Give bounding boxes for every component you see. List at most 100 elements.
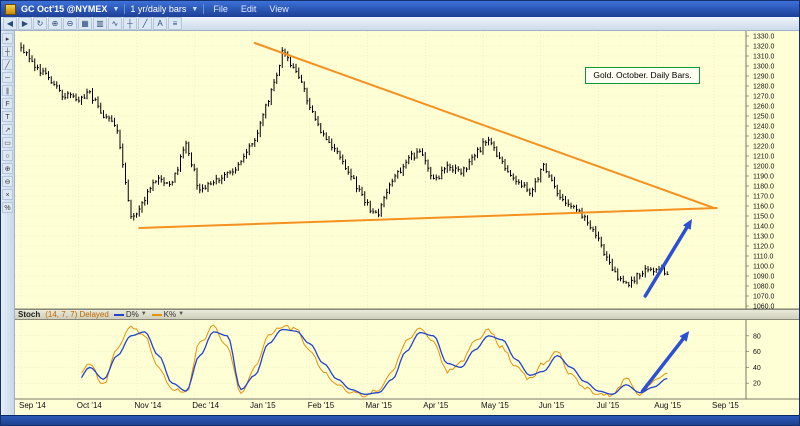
price-tick-label: 1200.0 — [753, 164, 775, 171]
k-line-label: K% — [163, 310, 177, 319]
month-label: Aug '15 — [654, 401, 681, 410]
price-tick-label: 1070.0 — [753, 294, 775, 301]
menu-view[interactable]: View — [269, 4, 289, 14]
price-tick-label: 1220.0 — [753, 144, 775, 151]
d-line-label: D% — [125, 310, 139, 319]
stochastic-panel-header: Stoch (14, 7, 7) Delayed D% ▼ K% ▼ — [15, 309, 799, 320]
chevron-down-icon[interactable]: ▼ — [191, 5, 199, 13]
price-tick-label: 1080.0 — [753, 284, 775, 291]
price-tick-label: 1170.0 — [753, 194, 774, 201]
month-label: Oct '14 — [77, 401, 103, 410]
price-tick-label: 1250.0 — [753, 114, 775, 121]
ellipse-tool-icon[interactable]: ○ — [2, 150, 13, 161]
horizontal-support-line[interactable] — [138, 207, 718, 229]
price-tick-label: 1190.0 — [753, 174, 774, 181]
menu-edit[interactable]: Edit — [240, 4, 257, 14]
price-tick-label: 1130.0 — [753, 234, 774, 241]
price-tick-label: 1060.0 — [753, 304, 775, 311]
descending-resistance-line[interactable] — [253, 42, 715, 209]
rectangle-tool-icon[interactable]: ▭ — [2, 137, 13, 148]
month-axis-labels: Sep '14 Oct '14 Nov '14 Dec '14 Jan '15 Feb '… — [19, 401, 739, 410]
symbol-selector[interactable]: GC Oct'15 @NYMEX — [21, 4, 108, 14]
price-tick-label: 1210.0 — [753, 154, 775, 161]
price-tick-label: 1270.0 — [753, 94, 775, 101]
price-tick-label: 1160.0 — [753, 204, 774, 211]
indicator-params: (14, 7, 7) Delayed — [45, 310, 109, 319]
month-label: Feb '15 — [308, 401, 335, 410]
stoch-tick-label: 80 — [753, 333, 761, 340]
stoch-tick-label: 60 — [753, 349, 761, 356]
zoom-in-tool-icon[interactable]: ⊕ — [2, 163, 13, 174]
stoch-tick-label: 40 — [753, 365, 761, 372]
chevron-down-icon[interactable]: ▼ — [140, 311, 147, 317]
zoom-out-icon[interactable]: ⊖ — [63, 17, 77, 30]
month-label: Apr '15 — [423, 401, 449, 410]
indicator-tool-icon[interactable]: % — [2, 202, 13, 213]
price-tick-label: 1330.0 — [753, 34, 775, 41]
stoch-tick-label: 20 — [753, 381, 761, 388]
chevron-down-icon[interactable]: ▼ — [112, 5, 120, 13]
price-tick-label: 1230.0 — [753, 134, 775, 141]
price-chart-canvas[interactable]: 1060.0 1070.0 1080.0 1090.0 1100.0 1110.0 1120… — [15, 31, 800, 415]
price-tick-label: 1260.0 — [753, 104, 775, 111]
price-tick-label: 1240.0 — [753, 124, 775, 131]
pointer-tool-icon[interactable]: ▸ — [2, 33, 13, 44]
price-tick-label: 1090.0 — [753, 274, 775, 281]
k-line-swatch — [151, 313, 162, 316]
channel-tool-icon[interactable]: ∥ — [2, 85, 13, 96]
text-annotation-tool-icon[interactable]: T — [2, 111, 13, 122]
bar-chart-icon[interactable]: ▥ — [93, 17, 107, 30]
price-tick-label: 1320.0 — [753, 44, 775, 51]
crosshair-icon[interactable]: ┼ — [123, 17, 137, 30]
month-label: Sep '14 — [19, 401, 46, 410]
price-tick-label: 1110.0 — [753, 254, 773, 261]
indicator-name[interactable]: Stoch — [18, 310, 41, 319]
month-label: Jul '15 — [597, 401, 620, 410]
price-tick-label: 1150.0 — [753, 214, 774, 221]
crosshair-tool-icon[interactable]: ┼ — [2, 46, 13, 57]
line-chart-icon[interactable]: ∿ — [108, 17, 122, 30]
chevron-down-icon[interactable]: ▼ — [178, 311, 185, 317]
menu-file[interactable]: File — [213, 4, 228, 14]
nav-back-icon[interactable]: ◀ — [3, 17, 17, 30]
month-label: Jun '15 — [539, 401, 565, 410]
drawing-tools-toolbar: ▸ ┼ ╱ ─ ∥ F T ↗ ▭ ○ ⊕ ⊖ ×% — [1, 31, 15, 415]
legend-d[interactable]: D% ▼ — [113, 309, 147, 320]
price-bars — [20, 42, 669, 288]
nav-forward-icon[interactable]: ▶ — [18, 17, 32, 30]
arrow-tool-icon[interactable]: ↗ — [2, 124, 13, 135]
month-label: Sep '15 — [712, 401, 739, 410]
price-tick-label: 1140.0 — [753, 224, 774, 231]
price-axis-labels: 1060.0 1070.0 1080.0 1090.0 1100.0 1110.0 1120… — [746, 34, 775, 388]
bottom-scrollbar[interactable] — [1, 415, 799, 425]
text-tool-icon[interactable]: A — [153, 17, 167, 30]
app-icon — [5, 3, 16, 15]
price-bounce-arrow[interactable] — [643, 219, 692, 298]
refresh-icon[interactable]: ↻ — [33, 17, 47, 30]
month-label: Mar '15 — [366, 401, 393, 410]
chart-annotation-label[interactable]: Gold. October. Daily Bars. — [585, 67, 700, 84]
legend-k[interactable]: K% ▼ — [151, 309, 185, 320]
stoch-turn-arrow[interactable] — [640, 331, 690, 393]
price-tick-label: 1310.0 — [753, 54, 775, 61]
month-label: May '15 — [481, 401, 509, 410]
grid-toggle-icon[interactable]: ▦ — [78, 17, 92, 30]
timeframe-selector[interactable]: 1 yr/daily bars — [130, 4, 187, 14]
month-label: Nov '14 — [135, 401, 162, 410]
zoom-out-tool-icon[interactable]: ⊖ — [2, 176, 13, 187]
trendline-tool-icon[interactable]: ╱ — [138, 17, 152, 30]
trendline-tool-icon[interactable]: ╱ — [2, 59, 13, 70]
zoom-in-icon[interactable]: ⊕ — [48, 17, 62, 30]
top-toolbar: ◀ ▶ ↻ ⊕ ⊖ ▦ ▥ ∿ ┼ ╱ A ≡ — [1, 17, 799, 31]
settings-icon[interactable]: ≡ — [168, 17, 182, 30]
price-tick-label: 1290.0 — [753, 74, 775, 81]
d-line-swatch — [113, 313, 124, 316]
stoch-k-line — [81, 324, 668, 398]
eraser-tool-icon[interactable]: × — [2, 189, 13, 200]
fibonacci-tool-icon[interactable]: F — [2, 98, 13, 109]
titlebar-divider — [124, 4, 126, 14]
price-tick-label: 1180.0 — [753, 184, 774, 191]
price-tick-label: 1280.0 — [753, 84, 775, 91]
horizontal-line-tool-icon[interactable]: ─ — [2, 72, 13, 83]
month-label: Dec '14 — [192, 401, 219, 410]
